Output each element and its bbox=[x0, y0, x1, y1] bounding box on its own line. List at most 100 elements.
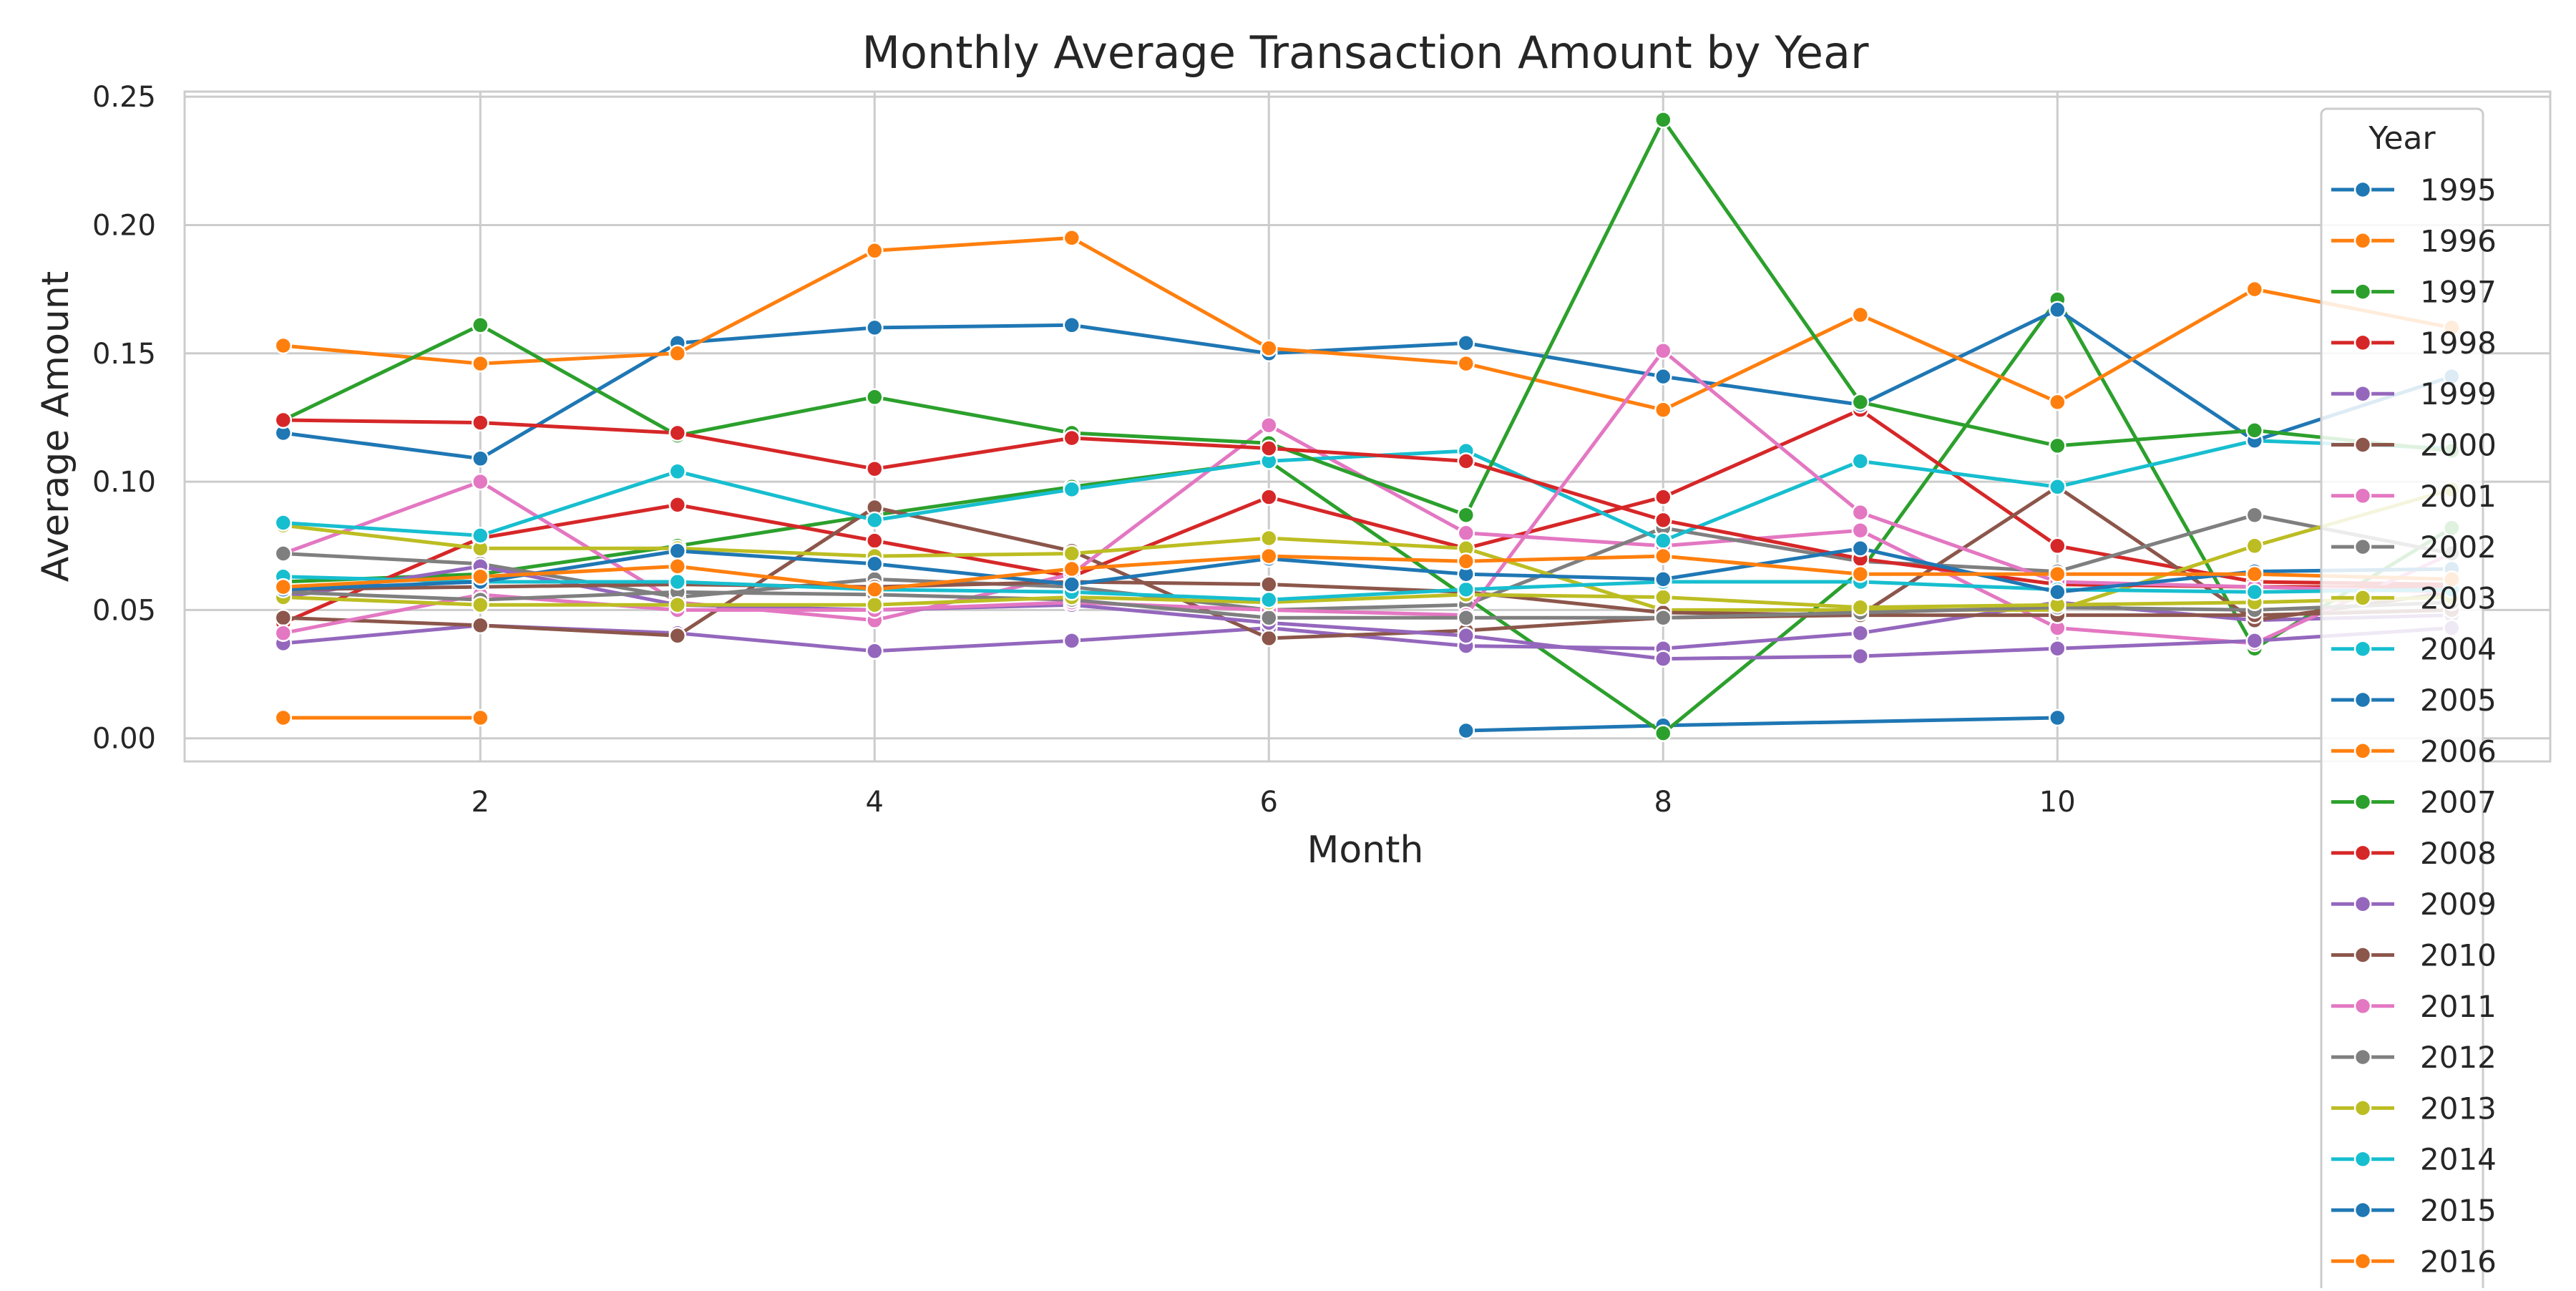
data-point bbox=[2245, 632, 2264, 650]
data-point bbox=[472, 354, 489, 373]
legend-label: 2013 bbox=[2420, 1091, 2497, 1126]
legend-label: 2001 bbox=[2420, 479, 2497, 514]
data-point bbox=[274, 624, 293, 642]
legend-entry: 2006 bbox=[2331, 734, 2497, 769]
y-tick-label: 0.25 bbox=[92, 81, 156, 114]
data-point bbox=[1654, 511, 1672, 530]
data-point bbox=[472, 595, 489, 614]
legend-entry: 2012 bbox=[2331, 1040, 2497, 1075]
series-line bbox=[283, 418, 2452, 589]
data-point bbox=[472, 708, 489, 727]
data-point bbox=[472, 616, 489, 635]
data-point bbox=[1654, 532, 1672, 550]
data-point bbox=[2049, 437, 2067, 455]
data-point bbox=[2049, 583, 2067, 601]
data-point bbox=[1654, 488, 1672, 506]
legend-entry: 2011 bbox=[2331, 989, 2497, 1024]
x-tick-label: 10 bbox=[2039, 786, 2076, 819]
data-point bbox=[1457, 580, 1475, 598]
data-point bbox=[866, 595, 884, 614]
data-point bbox=[668, 557, 687, 575]
data-point bbox=[1457, 627, 1475, 645]
data-point bbox=[274, 608, 293, 627]
legend-label: 2015 bbox=[2420, 1193, 2497, 1228]
tick-label-layer: 2 4 6 8 10 0.00 0.05 0.10 0.15 0.20 0.25 bbox=[92, 81, 2076, 819]
legend-entry: 2007 bbox=[2331, 785, 2497, 820]
data-point bbox=[274, 514, 293, 532]
data-point bbox=[1260, 547, 1278, 565]
x-axis-label: Month bbox=[1307, 829, 1424, 872]
data-point bbox=[668, 496, 687, 514]
data-point bbox=[866, 580, 884, 598]
data-point bbox=[668, 573, 687, 591]
plot-frame bbox=[183, 90, 2552, 763]
series-line bbox=[283, 546, 2452, 594]
legend-marker bbox=[2353, 742, 2372, 760]
y-tick-label: 0.05 bbox=[92, 594, 156, 627]
data-point bbox=[866, 511, 884, 530]
legend-marker bbox=[2353, 232, 2372, 250]
data-point bbox=[1457, 354, 1475, 373]
data-point bbox=[2245, 583, 2264, 601]
series-line bbox=[283, 308, 2453, 461]
legend-marker bbox=[2353, 895, 2372, 913]
legend-label: 1997 bbox=[2420, 275, 2497, 310]
legend-entry: 1999 bbox=[2331, 376, 2497, 411]
legend-label: 2016 bbox=[2420, 1244, 2497, 1279]
data-point bbox=[2245, 506, 2264, 524]
legend-marker bbox=[2353, 333, 2372, 352]
data-point bbox=[472, 567, 489, 586]
data-point bbox=[1654, 608, 1672, 627]
legend-marker bbox=[2353, 487, 2372, 505]
legend: Year 1995 1996 1997 1998 1999 2000 2001 2002 200… bbox=[2320, 107, 2497, 1291]
data-point bbox=[1851, 565, 1870, 583]
series-line bbox=[283, 484, 2452, 640]
data-point bbox=[1654, 547, 1672, 565]
data-point bbox=[1260, 590, 1278, 609]
legend-marker bbox=[2353, 1048, 2372, 1066]
legend-entry: 2004 bbox=[2331, 632, 2497, 667]
legend-label: 2007 bbox=[2420, 785, 2497, 820]
data-point bbox=[1851, 598, 1870, 617]
data-point bbox=[1457, 452, 1475, 470]
legend-marker bbox=[2353, 1201, 2372, 1219]
x-tick-label: 8 bbox=[1654, 786, 1672, 819]
data-point bbox=[1654, 588, 1672, 606]
legend-entries: 1995 1996 1997 1998 1999 2000 2001 2002 2003 2004… bbox=[2331, 172, 2497, 1279]
legend-marker bbox=[2353, 1252, 2372, 1270]
legend-label: 2014 bbox=[2420, 1142, 2497, 1177]
data-point bbox=[1457, 506, 1475, 524]
legend-label: 2005 bbox=[2420, 683, 2497, 718]
data-point bbox=[1063, 575, 1081, 593]
legend-entry: 2014 bbox=[2331, 1142, 2497, 1177]
data-point bbox=[1063, 316, 1081, 334]
data-point bbox=[1260, 608, 1278, 627]
series-line bbox=[283, 554, 2452, 592]
data-point bbox=[1063, 429, 1081, 447]
legend-marker bbox=[2353, 640, 2372, 658]
series-line bbox=[283, 235, 2452, 412]
data-point bbox=[1260, 339, 1278, 357]
data-point bbox=[2049, 708, 2067, 727]
data-point bbox=[472, 449, 489, 468]
series-line bbox=[283, 298, 2453, 736]
y-tick-label: 0.20 bbox=[92, 209, 156, 242]
data-point bbox=[1654, 650, 1672, 668]
data-point bbox=[472, 527, 489, 545]
y-tick-label: 0.00 bbox=[92, 723, 156, 756]
data-point bbox=[472, 472, 489, 491]
data-point bbox=[1260, 488, 1278, 506]
data-point bbox=[2049, 639, 2067, 658]
data-point bbox=[1063, 560, 1081, 578]
legend-entry: 2002 bbox=[2331, 530, 2497, 565]
legend-entry: 2015 bbox=[2331, 1193, 2497, 1228]
data-point bbox=[1457, 608, 1475, 627]
data-point bbox=[274, 708, 293, 727]
legend-entry: 1997 bbox=[2331, 275, 2497, 310]
data-point bbox=[1851, 647, 1870, 666]
y-tick-label: 0.10 bbox=[92, 466, 156, 499]
data-point bbox=[2245, 280, 2264, 298]
data-point bbox=[1851, 306, 1870, 324]
data-point bbox=[1457, 552, 1475, 570]
